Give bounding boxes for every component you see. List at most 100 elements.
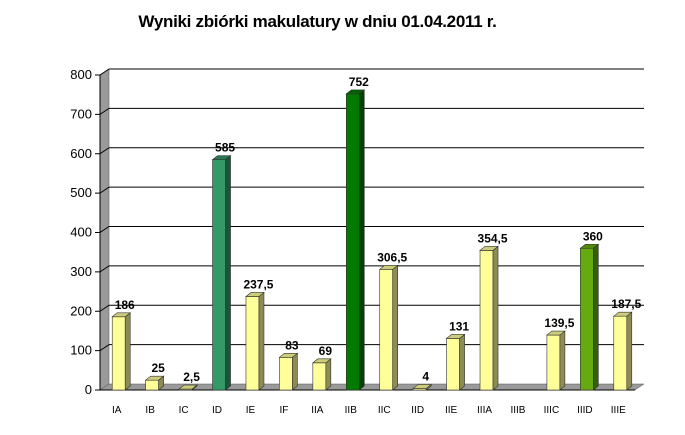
- data-label: 360: [583, 229, 603, 243]
- data-label: 585: [215, 141, 235, 155]
- bar-IIC: [378, 264, 399, 391]
- bar-front: [613, 315, 628, 391]
- y-tick-label: 400: [70, 225, 92, 240]
- data-label: 69: [319, 344, 333, 358]
- data-label: 306,5: [377, 250, 407, 264]
- y-tick-label: 700: [70, 106, 92, 121]
- bar-side: [225, 155, 231, 391]
- category-label: IIIB: [510, 405, 525, 416]
- bar-top: [345, 89, 366, 95]
- category-label: IIA: [311, 405, 324, 416]
- bar-front: [312, 362, 327, 391]
- data-label: 25: [151, 361, 165, 375]
- category-label: IC: [179, 405, 189, 416]
- bar-IID: [412, 383, 433, 391]
- bars: [111, 89, 633, 391]
- bar-IIIC: [546, 330, 566, 391]
- category-label: IIIE: [611, 405, 626, 416]
- category-label: IID: [411, 405, 424, 416]
- bar-front: [111, 316, 126, 391]
- bar-front: [212, 159, 226, 391]
- category-label: IIIC: [544, 405, 560, 416]
- gridlines: [99, 68, 644, 352]
- category-label: IB: [145, 405, 155, 416]
- bar-front: [379, 269, 394, 391]
- y-tick-label: 0: [85, 382, 92, 397]
- bar-IIA: [311, 358, 332, 391]
- bar-side: [292, 352, 298, 391]
- bar-front: [546, 334, 561, 391]
- data-label: 4: [422, 369, 429, 383]
- bar-front: [145, 379, 159, 391]
- bar-front: [479, 250, 494, 391]
- gridline-side: [99, 226, 110, 233]
- y-tick-label: 100: [70, 343, 92, 358]
- y-tick-label: 800: [70, 67, 92, 82]
- y-tick-label: 300: [70, 264, 92, 279]
- data-labels: 186 25 2,5 585 237,5 83 69 752 306,5 4 131 354,5 139…: [115, 75, 642, 384]
- bar-front: [279, 357, 293, 391]
- y-tick-label: 500: [70, 185, 92, 200]
- bar-top: [311, 358, 332, 364]
- bar-top: [144, 375, 165, 381]
- bar-IB: [144, 375, 165, 391]
- y-axis-ticks: 0 100 200 300 400 500 600 700 800: [70, 67, 635, 397]
- bar-top: [445, 334, 466, 339]
- category-label: IIIA: [477, 405, 492, 416]
- bar-side: [593, 243, 599, 391]
- gridline-side: [99, 186, 110, 194]
- bar-side: [124, 312, 131, 391]
- bar-IIE: [445, 333, 466, 391]
- bar-front: [345, 93, 360, 391]
- bar-IC: [178, 384, 198, 391]
- chart-title: Wyniki zbiórki makulatury w dniu 01.04.2…: [138, 12, 497, 31]
- category-label: IIC: [378, 405, 391, 416]
- data-label: 237,5: [243, 277, 273, 291]
- bar-top: [412, 384, 433, 389]
- data-label: 186: [115, 298, 135, 312]
- bar-IE: [245, 291, 265, 391]
- bar-top: [211, 155, 232, 160]
- gridline-side: [99, 68, 110, 76]
- bar-side: [392, 264, 399, 391]
- bar-IIIA: [479, 245, 499, 391]
- y-tick-label: 200: [70, 303, 92, 318]
- gridline-side: [99, 147, 110, 155]
- gridline-side: [99, 107, 110, 115]
- bar-top: [546, 330, 566, 336]
- bar-side: [559, 330, 566, 391]
- bar-top: [378, 265, 399, 270]
- category-label: IA: [112, 405, 122, 416]
- data-label: 139,5: [544, 316, 574, 330]
- category-label: IIB: [345, 405, 358, 416]
- bar-top: [245, 292, 265, 297]
- gridline-side: [99, 304, 110, 312]
- data-label: 187,5: [611, 297, 641, 311]
- bar-IA: [111, 312, 132, 391]
- category-label: ID: [212, 405, 222, 416]
- data-label: 2,5: [183, 370, 200, 384]
- bar-front: [580, 247, 594, 391]
- bar-side: [358, 89, 365, 391]
- gridline-side: [99, 344, 110, 352]
- bar-ID: [211, 155, 232, 391]
- bar-side: [459, 333, 465, 391]
- bar-side: [626, 311, 633, 391]
- y-tick-label: 600: [70, 146, 92, 161]
- bar-IF: [278, 352, 299, 391]
- bar-top: [479, 246, 499, 251]
- data-label: 354,5: [478, 231, 508, 245]
- bar-top: [178, 384, 198, 390]
- bar-top: [111, 312, 132, 318]
- bar-side: [258, 291, 265, 391]
- category-label: IIID: [577, 405, 593, 416]
- bar-top: [612, 311, 633, 317]
- data-label: 752: [349, 75, 369, 89]
- category-label: IIE: [445, 405, 458, 416]
- bar-front: [245, 296, 260, 391]
- data-label: 83: [285, 338, 299, 352]
- data-label: 131: [449, 319, 469, 333]
- bar-front: [446, 338, 460, 391]
- bar-IIB: [345, 89, 366, 391]
